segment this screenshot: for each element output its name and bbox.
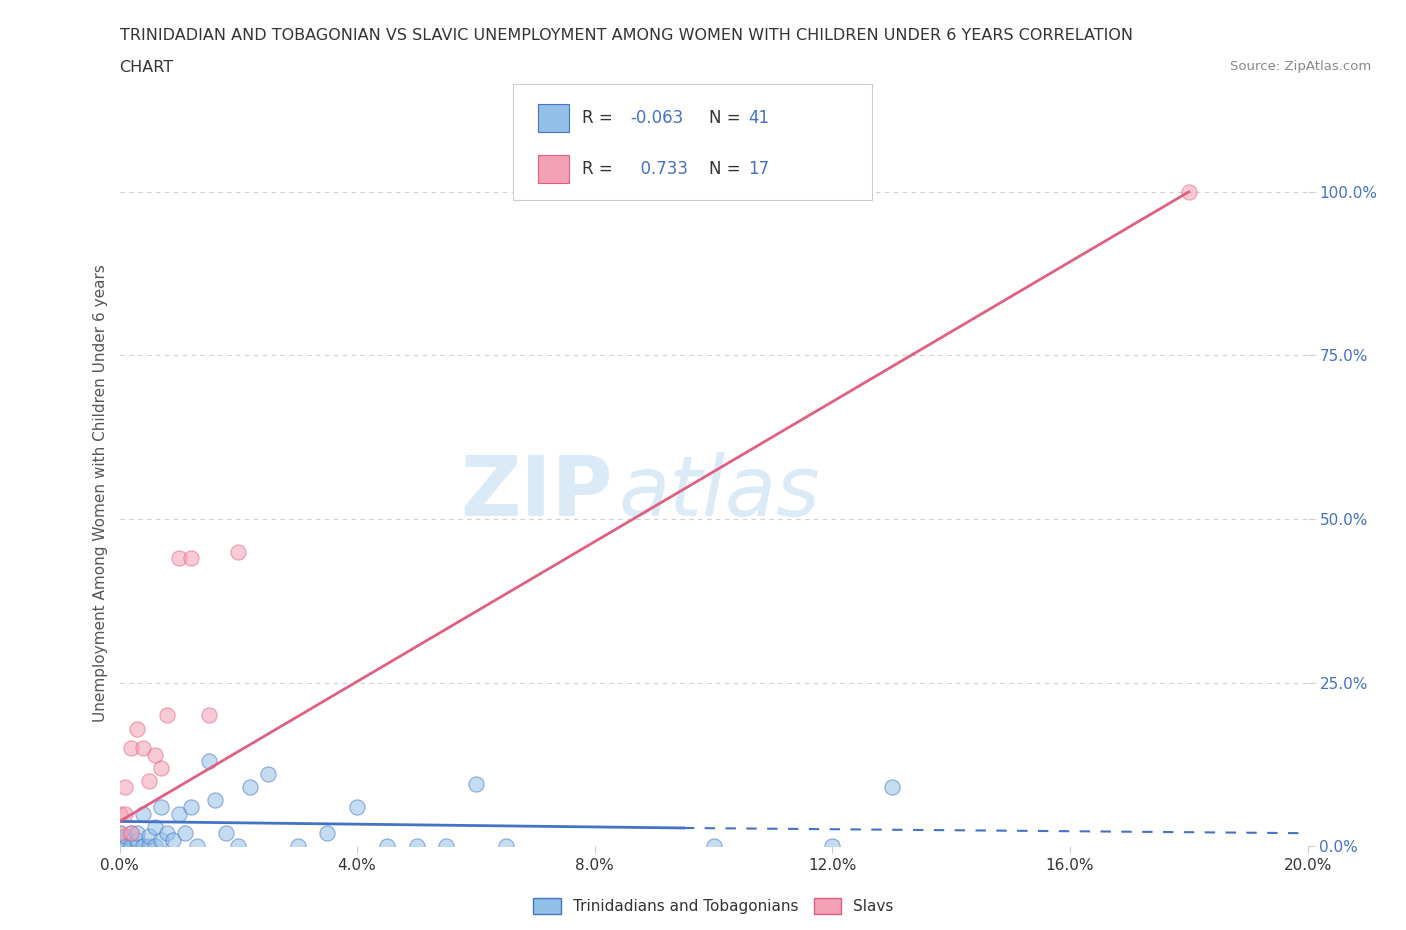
Point — [138, 839, 160, 854]
Point — [127, 721, 149, 736]
Point — [287, 839, 309, 854]
Point — [228, 544, 250, 559]
Text: ZIP: ZIP — [460, 452, 613, 534]
Point — [162, 832, 184, 847]
Text: R =: R = — [582, 160, 619, 179]
Point — [138, 774, 160, 789]
Point — [204, 793, 226, 808]
Text: -0.063: -0.063 — [630, 109, 683, 127]
Point — [215, 826, 238, 841]
Point — [127, 832, 149, 847]
Point — [156, 826, 179, 841]
Point — [108, 826, 131, 841]
Point — [464, 777, 486, 791]
Point — [114, 780, 136, 795]
Point — [132, 839, 155, 854]
Point — [346, 800, 368, 815]
Text: N =: N = — [709, 109, 745, 127]
Point — [143, 747, 166, 762]
Point — [173, 826, 195, 841]
Point — [132, 806, 155, 821]
Point — [120, 826, 142, 841]
Text: TRINIDADIAN AND TOBAGONIAN VS SLAVIC UNEMPLOYMENT AMONG WOMEN WITH CHILDREN UNDE: TRINIDADIAN AND TOBAGONIAN VS SLAVIC UNE… — [120, 28, 1132, 43]
Point — [143, 819, 166, 834]
Text: CHART: CHART — [120, 60, 173, 75]
Text: 17: 17 — [748, 160, 769, 179]
Text: R =: R = — [582, 109, 619, 127]
Point — [239, 780, 262, 795]
Point — [127, 839, 149, 854]
Point — [316, 826, 339, 841]
Point — [114, 829, 136, 844]
Point — [180, 551, 202, 565]
Y-axis label: Unemployment Among Women with Children Under 6 years: Unemployment Among Women with Children U… — [93, 264, 108, 722]
Point — [108, 826, 131, 841]
Point — [108, 832, 131, 847]
Point — [186, 839, 208, 854]
Text: 0.733: 0.733 — [630, 160, 688, 179]
Point — [167, 806, 190, 821]
Point — [180, 800, 202, 815]
Point — [495, 839, 517, 854]
Legend: Trinidadians and Tobagonians, Slavs: Trinidadians and Tobagonians, Slavs — [527, 892, 900, 920]
Point — [132, 740, 155, 755]
Point — [150, 800, 173, 815]
Point — [108, 806, 131, 821]
Point — [120, 839, 142, 854]
Text: N =: N = — [709, 160, 745, 179]
Point — [434, 839, 457, 854]
Point — [150, 761, 173, 776]
Point — [138, 829, 160, 844]
Point — [257, 767, 280, 782]
Point — [120, 740, 142, 755]
Point — [156, 708, 179, 723]
Point — [197, 754, 219, 769]
Text: Source: ZipAtlas.com: Source: ZipAtlas.com — [1230, 60, 1371, 73]
Point — [108, 839, 131, 854]
Point — [880, 780, 903, 795]
Point — [228, 839, 250, 854]
Point — [127, 826, 149, 841]
Text: 41: 41 — [748, 109, 769, 127]
Point — [197, 708, 219, 723]
Point — [114, 839, 136, 854]
Point — [114, 806, 136, 821]
Point — [405, 839, 427, 854]
Point — [1178, 184, 1201, 199]
Point — [150, 832, 173, 847]
Point — [120, 826, 142, 841]
Point — [375, 839, 398, 854]
Point — [167, 551, 190, 565]
Point — [143, 839, 166, 854]
Text: atlas: atlas — [619, 452, 820, 534]
Point — [821, 839, 844, 854]
Point — [702, 839, 725, 854]
